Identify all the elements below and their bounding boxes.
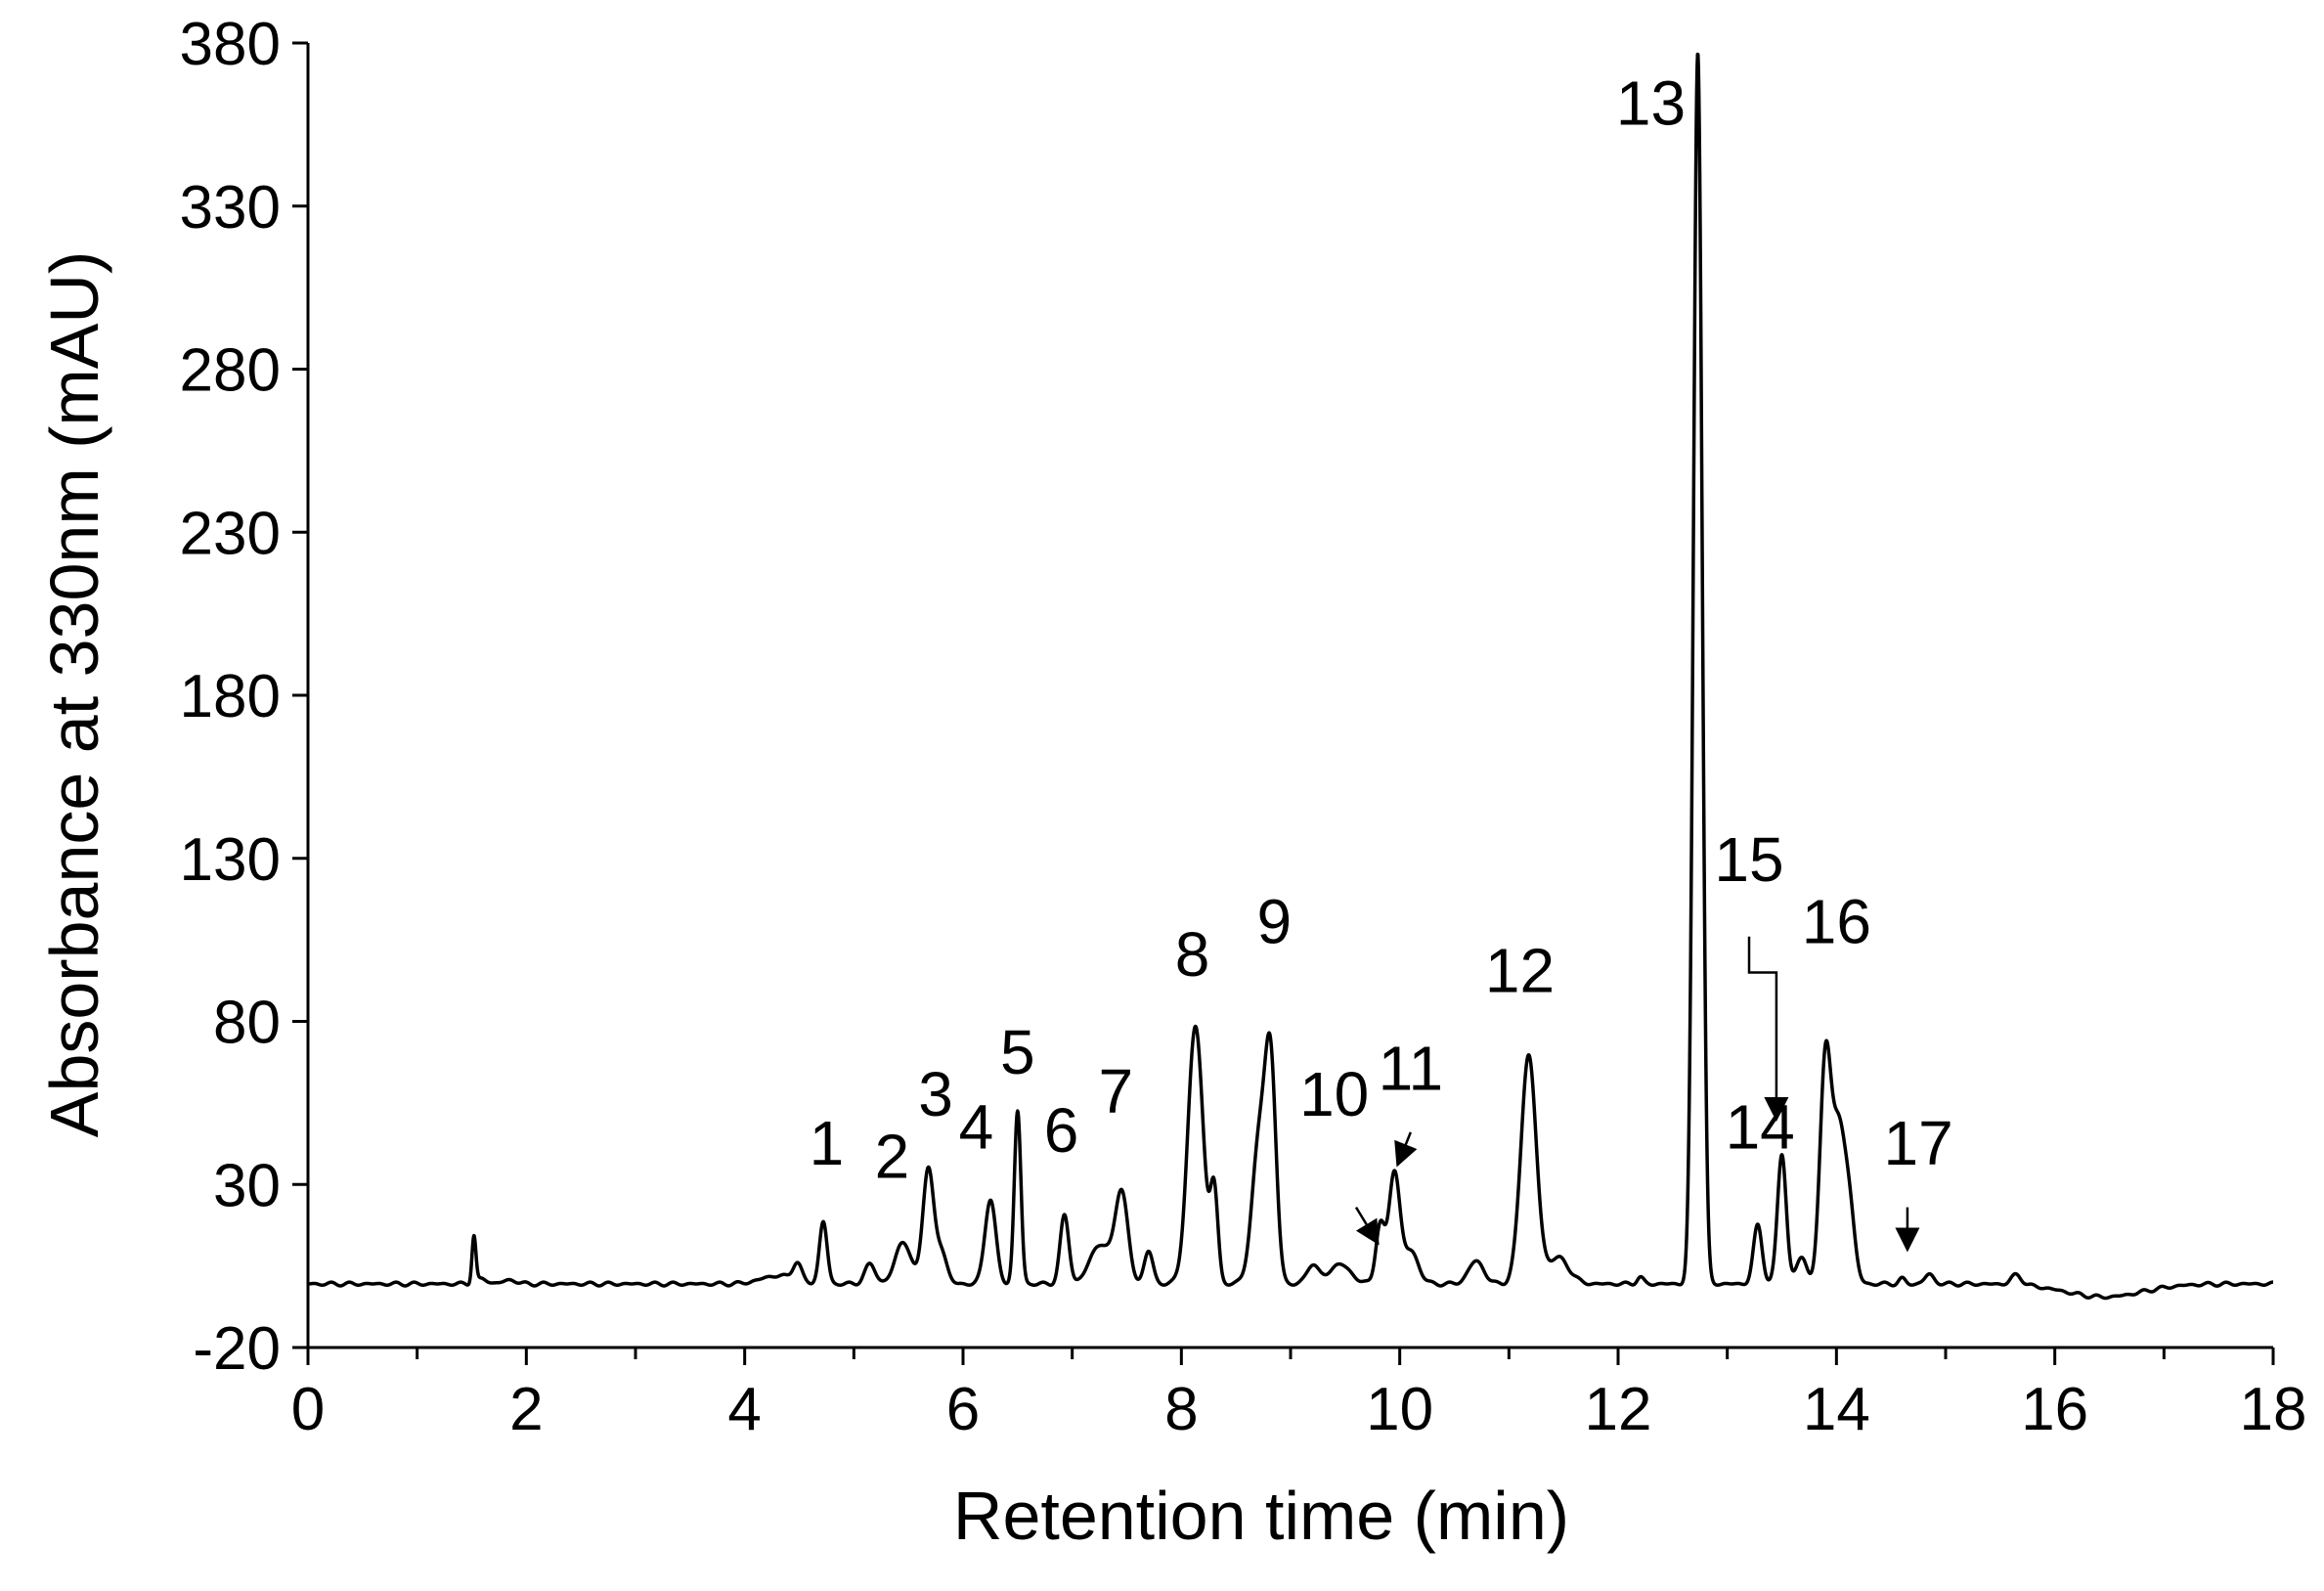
y-axis-title: Absorbance at 330nm (mAU) <box>36 251 112 1138</box>
peak-arrows <box>1354 936 1920 1253</box>
peak-label-8: 8 <box>1175 919 1210 990</box>
x-tick-label: 8 <box>1164 1376 1198 1443</box>
x-tick-label: 18 <box>2240 1376 2307 1443</box>
y-tick-label: -20 <box>193 1315 281 1383</box>
peak-label-15: 15 <box>1714 824 1783 895</box>
y-tick-label: 30 <box>213 1152 281 1219</box>
peak-label-3: 3 <box>918 1059 953 1129</box>
peak-label-16: 16 <box>1802 886 1871 956</box>
x-tick-label: 16 <box>2021 1376 2088 1443</box>
x-tick-label: 14 <box>1803 1376 1870 1443</box>
peak-label-17: 17 <box>1883 1108 1952 1178</box>
peak-10-arrow <box>1354 1206 1380 1246</box>
peak-label-10: 10 <box>1299 1059 1369 1129</box>
y-tick-label: 180 <box>180 663 281 730</box>
peak-label-7: 7 <box>1099 1056 1134 1127</box>
peak-label-13: 13 <box>1616 67 1686 138</box>
y-tick-label: 330 <box>180 174 281 242</box>
peak-label-1: 1 <box>810 1108 845 1178</box>
y-tick-label: 130 <box>180 826 281 894</box>
peak-label-11: 11 <box>1379 1034 1443 1104</box>
y-tick-label: 380 <box>180 11 281 78</box>
peak-label-5: 5 <box>1000 1017 1035 1087</box>
peak-label-9: 9 <box>1256 886 1292 956</box>
y-tick-label: 280 <box>180 337 281 405</box>
x-tick-label: 10 <box>1366 1376 1433 1443</box>
x-tick-label: 0 <box>291 1376 325 1443</box>
y-axis-ticks: -20 30 80 130 180 230 280 330 380 <box>180 11 308 1383</box>
x-tick-label: 6 <box>946 1376 980 1443</box>
x-axis-title: Retention time (min) <box>953 1478 1569 1554</box>
x-tick-label: 12 <box>1585 1376 1652 1443</box>
x-axis-ticks: 0 2 4 6 8 10 12 14 16 18 <box>291 1348 2307 1443</box>
y-tick-label: 80 <box>213 990 281 1057</box>
peak-label-12: 12 <box>1485 935 1555 1005</box>
peak-label-14: 14 <box>1726 1092 1795 1163</box>
y-tick-label: 230 <box>180 500 281 567</box>
chromatogram-trace <box>306 52 2275 1301</box>
peak-label-2: 2 <box>875 1122 910 1192</box>
x-tick-label: 4 <box>727 1376 761 1443</box>
x-tick-label: 2 <box>509 1376 543 1443</box>
peak-15-arrow <box>1747 936 1789 1122</box>
peak-11-arrow <box>1394 1131 1418 1168</box>
peak-label-6: 6 <box>1044 1095 1079 1166</box>
peak-label-4: 4 <box>959 1092 994 1163</box>
